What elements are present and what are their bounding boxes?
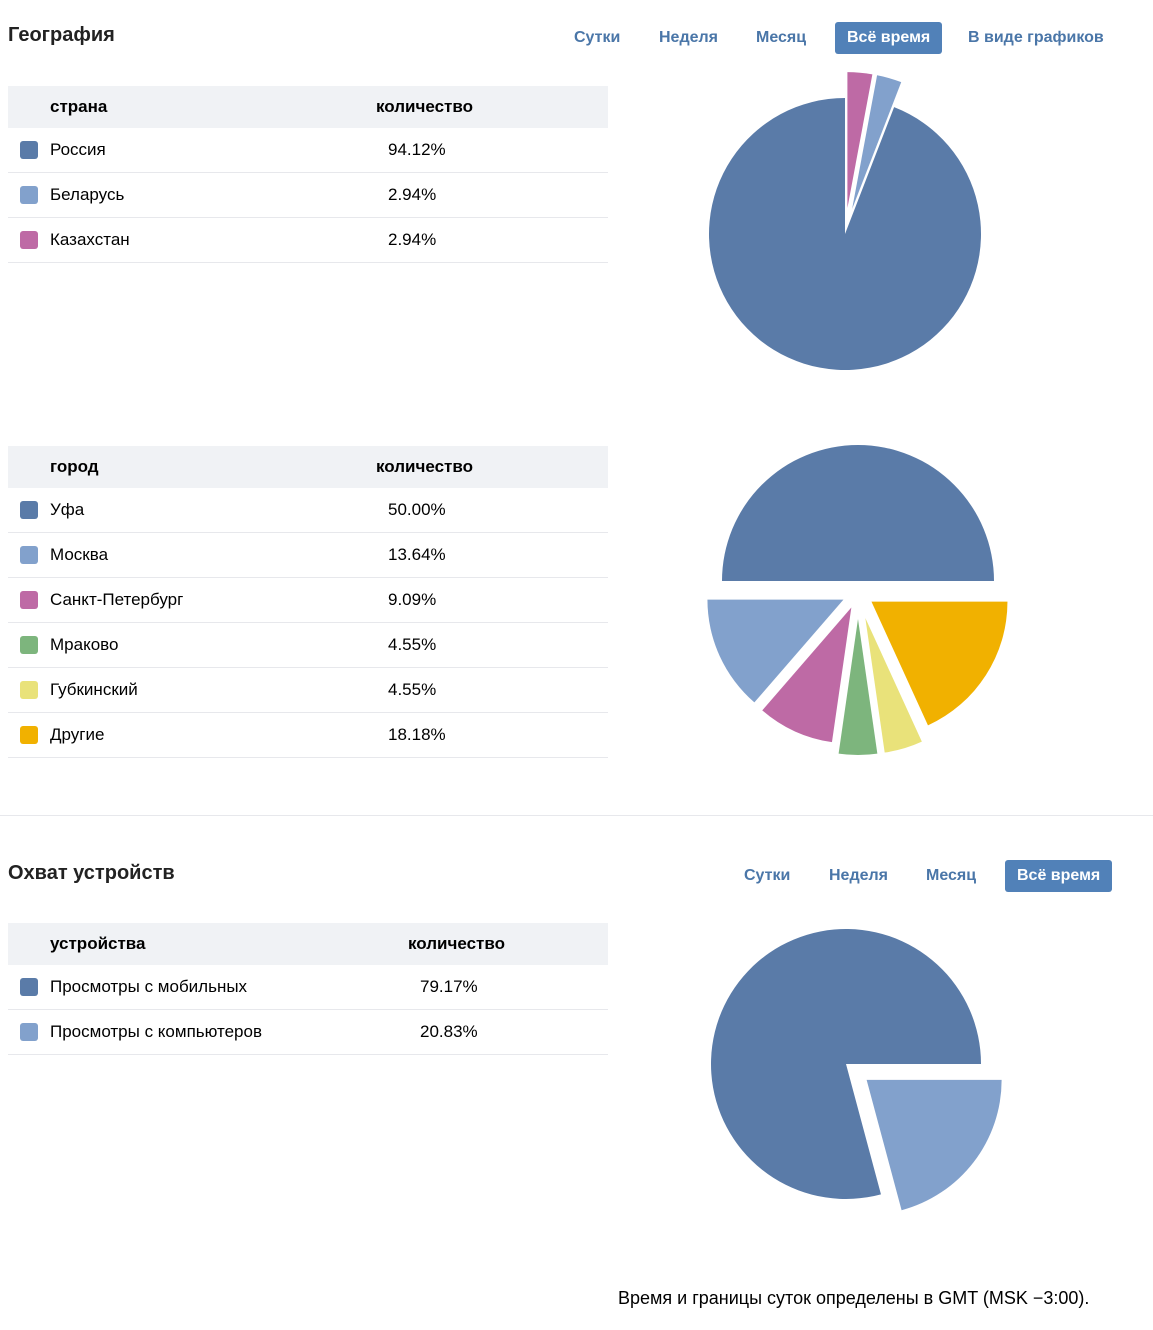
legend-swatch <box>20 1023 38 1041</box>
column-header-count: количество <box>408 923 608 965</box>
table-row: Другие 18.18% <box>8 712 608 758</box>
tab-month[interactable]: Месяц <box>926 867 977 884</box>
pie-slice-мраково[interactable] <box>838 619 878 755</box>
legend-swatch <box>20 501 38 519</box>
pie-slice-просмотры-с-компьютеров[interactable] <box>866 1079 1002 1211</box>
column-header-city: город <box>8 446 376 488</box>
row-value: 94.12% <box>376 128 608 173</box>
row-label: Другие <box>50 725 105 744</box>
geography-tabs: Сутки Неделя Месяц Всё время В виде граф… <box>560 22 1120 54</box>
column-header-count: количество <box>376 446 608 488</box>
table-row: Казахстан 2.94% <box>8 217 608 263</box>
row-value: 2.94% <box>376 217 608 263</box>
pie-slice-просмотры-с-мобильных[interactable] <box>711 928 981 1199</box>
row-value: 79.17% <box>408 965 608 1010</box>
pie-slice-санкт-петербург[interactable] <box>762 607 852 743</box>
row-value: 50.00% <box>376 488 608 533</box>
row-label: Беларусь <box>50 185 125 204</box>
row-label: Санкт-Петербург <box>50 590 184 609</box>
row-label: Мраково <box>50 635 119 654</box>
legend-swatch <box>20 231 38 249</box>
tab-all-time[interactable]: Всё время <box>835 22 943 54</box>
city-table: город количество Уфа 50.00% Москва 13.64… <box>8 446 608 758</box>
row-label: Москва <box>50 545 109 564</box>
row-label: Просмотры с компьютеров <box>50 1022 263 1041</box>
table-row: Мраково 4.55% <box>8 622 608 668</box>
pie-slice-москва[interactable] <box>707 599 844 703</box>
row-value: 20.83% <box>408 1009 608 1055</box>
column-header-count: количество <box>376 86 608 128</box>
row-label: Просмотры с мобильных <box>50 977 248 996</box>
table-row: Просмотры с мобильных 79.17% <box>8 965 608 1010</box>
devices-tabs: Сутки Неделя Месяц Всё время <box>730 860 1130 892</box>
pie-slice-казахстан[interactable] <box>847 72 873 209</box>
column-header-country: страна <box>8 86 376 128</box>
row-label: Россия <box>50 140 106 159</box>
table-row: Беларусь 2.94% <box>8 172 608 218</box>
row-value: 4.55% <box>376 667 608 713</box>
legend-swatch <box>20 636 38 654</box>
tab-day[interactable]: Сутки <box>744 867 791 884</box>
row-value: 13.64% <box>376 532 608 578</box>
legend-swatch <box>20 726 38 744</box>
legend-swatch <box>20 186 38 204</box>
geography-title: География <box>8 24 115 46</box>
pie-slice-россия[interactable] <box>709 98 981 371</box>
tab-week[interactable]: Неделя <box>659 29 719 46</box>
legend-swatch <box>20 591 38 609</box>
row-value: 2.94% <box>376 172 608 218</box>
devices-pie-chart <box>711 928 1002 1211</box>
row-value: 18.18% <box>376 712 608 758</box>
tab-week[interactable]: Неделя <box>829 867 889 884</box>
row-value: 4.55% <box>376 622 608 668</box>
pie-slice-уфа[interactable] <box>722 444 995 581</box>
devices-title: Охват устройств <box>8 862 175 884</box>
row-label: Казахстан <box>50 230 130 249</box>
devices-table: устройства количество Просмотры с мобиль… <box>8 923 608 1055</box>
row-label: Уфа <box>50 500 85 519</box>
legend-swatch <box>20 546 38 564</box>
row-label: Губкинский <box>50 680 138 699</box>
pie-slice-губкинский[interactable] <box>865 617 922 753</box>
country-table: страна количество Россия 94.12% Беларусь… <box>8 86 608 263</box>
city-pie-chart <box>707 444 1008 755</box>
table-row: Санкт-Петербург 9.09% <box>8 577 608 623</box>
row-value: 9.09% <box>376 577 608 623</box>
legend-swatch <box>20 978 38 996</box>
section-divider <box>0 815 1153 816</box>
table-row: Губкинский 4.55% <box>8 667 608 713</box>
legend-swatch <box>20 141 38 159</box>
table-row: Уфа 50.00% <box>8 488 608 533</box>
tab-graphs[interactable]: В виде графиков <box>968 29 1104 46</box>
table-row: Просмотры с компьютеров 20.83% <box>8 1009 608 1055</box>
tab-month[interactable]: Месяц <box>756 29 807 46</box>
tab-day[interactable]: Сутки <box>574 29 621 46</box>
country-pie-chart <box>709 72 981 371</box>
pie-slice-беларусь[interactable] <box>852 75 902 209</box>
column-header-devices: устройства <box>8 923 408 965</box>
timezone-note: Время и границы суток определены в GMT (… <box>618 1288 1090 1308</box>
pie-slice-другие[interactable] <box>871 601 1008 726</box>
table-row: Россия 94.12% <box>8 128 608 173</box>
legend-swatch <box>20 681 38 699</box>
table-row: Москва 13.64% <box>8 532 608 578</box>
tab-all-time[interactable]: Всё время <box>1005 860 1113 892</box>
